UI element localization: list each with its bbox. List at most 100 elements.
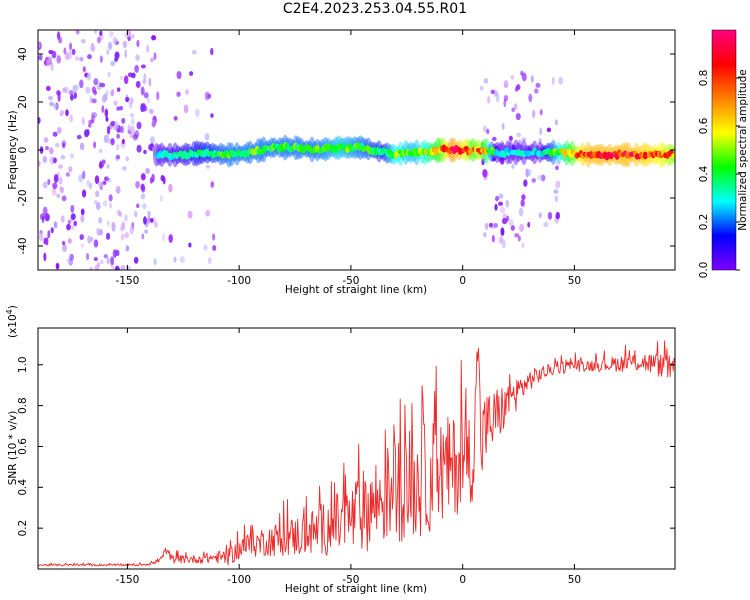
heatmap-speckle bbox=[116, 106, 120, 111]
heatmap-speckle bbox=[81, 189, 87, 198]
heatmap-speckle bbox=[68, 90, 74, 95]
heatmap-speckle bbox=[60, 186, 65, 194]
heatmap-speckle bbox=[127, 124, 131, 132]
heatmap-speckle bbox=[93, 141, 96, 149]
heatmap-ridge-layer bbox=[152, 134, 675, 168]
heatmap-speckle bbox=[503, 79, 509, 86]
heatmap-speckle bbox=[124, 49, 128, 59]
heatmap-speckle bbox=[45, 213, 50, 222]
snr-x-tick-label: 50 bbox=[568, 574, 581, 586]
heatmap-speckle bbox=[57, 126, 62, 134]
heatmap-speckle bbox=[78, 174, 84, 183]
heatmap-speckle bbox=[123, 75, 129, 85]
heatmap-speckle bbox=[203, 244, 208, 251]
heatmap-speckle bbox=[80, 214, 85, 223]
heatmap-speckle bbox=[501, 122, 505, 130]
heatmap-speckle bbox=[135, 80, 141, 89]
heatmap-speckle bbox=[101, 159, 106, 165]
heatmap-speckle bbox=[43, 137, 49, 143]
heatmap-speckle bbox=[106, 220, 110, 226]
heatmap-speckle bbox=[67, 238, 72, 244]
heatmap-speckle bbox=[145, 167, 150, 175]
heatmap-speckle bbox=[114, 121, 119, 130]
heatmap-speckle bbox=[162, 232, 166, 242]
heatmap-speckle bbox=[491, 136, 497, 142]
heatmap-speckle bbox=[52, 182, 58, 190]
heatmap-speckle bbox=[140, 103, 144, 113]
heatmap-speckle bbox=[113, 100, 118, 106]
snr-x-axis: -150 -100 -50 0 50 bbox=[115, 328, 581, 586]
snr-y-axis-label: SNR (10 * v/v) bbox=[7, 411, 19, 486]
heatmap-speckle bbox=[104, 108, 109, 118]
heatmap-speckle bbox=[38, 116, 41, 124]
heatmap-speckle bbox=[210, 181, 215, 188]
heatmap-speckle bbox=[56, 90, 61, 96]
heatmap-speckle bbox=[146, 98, 150, 104]
heatmap-speckle bbox=[498, 193, 504, 199]
heatmap-speckle bbox=[153, 221, 158, 228]
heatmap-speckle bbox=[546, 127, 551, 133]
heatmap-speckle bbox=[555, 160, 561, 166]
heatmap-speckle bbox=[483, 232, 487, 238]
heatmap-speckle bbox=[89, 266, 93, 270]
heatmap-speckle bbox=[173, 256, 177, 263]
heatmap-speckle bbox=[110, 120, 116, 127]
heatmap-speckle bbox=[69, 42, 72, 51]
snr-y-scale-base: (x10 bbox=[7, 314, 19, 338]
heatmap-speckle bbox=[45, 85, 51, 91]
heatmap-speckle bbox=[179, 255, 185, 264]
heatmap-speckle bbox=[49, 147, 54, 155]
heatmap-speckle bbox=[141, 233, 145, 240]
heatmap-speckle bbox=[143, 149, 147, 155]
heatmap-speckle bbox=[523, 179, 528, 187]
heatmap-speckle bbox=[519, 223, 525, 232]
heatmap-speckle bbox=[144, 229, 148, 234]
heatmap-speckle bbox=[85, 86, 91, 94]
heatmap-speckle bbox=[49, 101, 55, 107]
snr-border bbox=[37, 327, 676, 570]
heatmap-speckle bbox=[110, 60, 116, 67]
heatmap-speckle bbox=[96, 262, 101, 268]
heatmap-speckle bbox=[521, 194, 526, 201]
heatmap-speckle bbox=[518, 207, 524, 217]
heatmap-y-tick-label: -20 bbox=[17, 189, 29, 206]
heatmap-speckle bbox=[101, 105, 105, 114]
heatmap-speckle bbox=[74, 56, 80, 61]
heatmap-speckle bbox=[120, 233, 125, 241]
heatmap-x-tick-label: -150 bbox=[115, 275, 139, 287]
heatmap-speckle bbox=[69, 253, 74, 261]
heatmap-speckle bbox=[111, 221, 116, 227]
heatmap-speckle bbox=[122, 165, 127, 171]
heatmap-speckle bbox=[543, 221, 549, 228]
heatmap-speckle bbox=[520, 199, 525, 207]
heatmap-speckle bbox=[69, 93, 74, 101]
heatmap-speckle bbox=[82, 170, 86, 180]
heatmap-speckle bbox=[87, 123, 92, 128]
colorbar-tick-label: 0.8 bbox=[698, 70, 710, 87]
heatmap-speckle bbox=[98, 82, 102, 88]
heatmap-speckle bbox=[494, 203, 498, 211]
heatmap-speckle bbox=[488, 222, 493, 228]
heatmap-speckle bbox=[153, 258, 157, 266]
heatmap-speckle bbox=[115, 186, 121, 194]
heatmap-speckle bbox=[105, 89, 109, 97]
heatmap-speckle bbox=[43, 252, 47, 262]
heatmap-speckle bbox=[61, 142, 66, 149]
heatmap-speckle bbox=[535, 82, 541, 88]
heatmap-speckle bbox=[42, 206, 48, 215]
heatmap-speckle bbox=[151, 173, 155, 183]
heatmap-speckle bbox=[64, 86, 69, 94]
heatmap-speckle bbox=[482, 169, 488, 178]
heatmap-speckle bbox=[136, 39, 140, 48]
heatmap-x-tick-label: 50 bbox=[568, 275, 581, 287]
heatmap-speckle bbox=[515, 113, 521, 121]
heatmap-speckle bbox=[62, 244, 68, 253]
heatmap-x-axis-label: Height of straight line (km) bbox=[285, 284, 427, 296]
heatmap-speckle bbox=[93, 78, 99, 86]
heatmap-speckle bbox=[96, 227, 100, 237]
heatmap-speckle bbox=[101, 94, 107, 103]
heatmap-speckle bbox=[50, 227, 54, 234]
heatmap-speckle bbox=[140, 193, 146, 200]
heatmap-speckle bbox=[45, 237, 49, 246]
heatmap-speckle bbox=[505, 199, 510, 208]
